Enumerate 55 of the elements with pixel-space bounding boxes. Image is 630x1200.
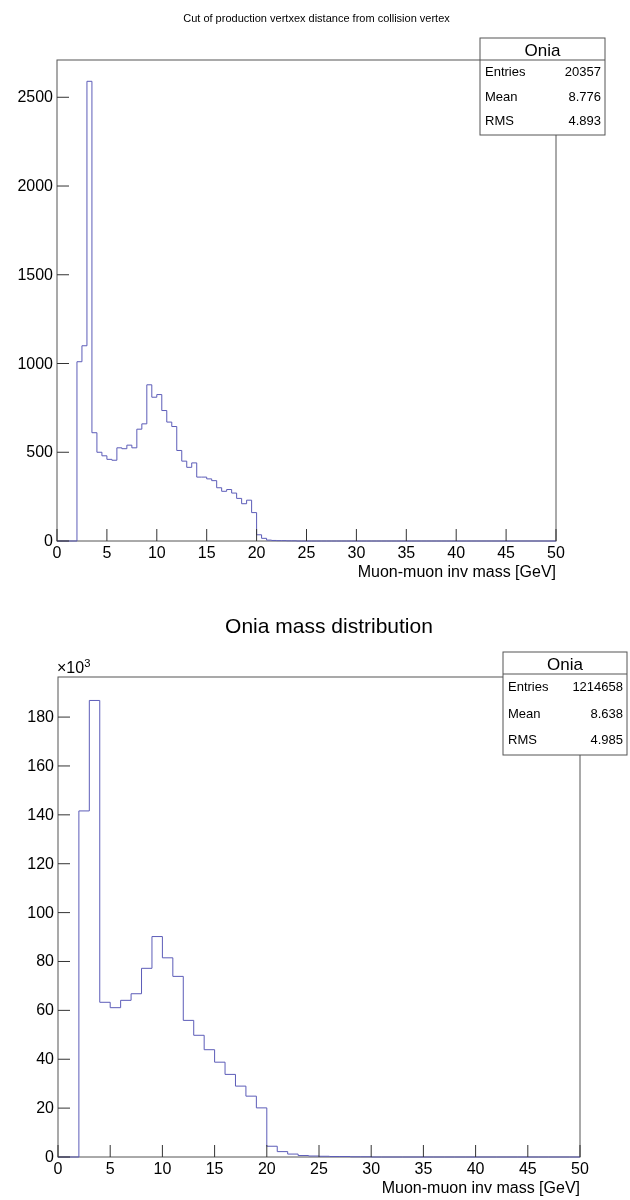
y-tick-label: 140 bbox=[27, 805, 55, 823]
annotation: Mean bbox=[508, 705, 541, 721]
y-tick-label: 2000 bbox=[17, 177, 54, 195]
x-tick-label: 5 bbox=[105, 1160, 115, 1177]
annotation: RMS bbox=[485, 112, 515, 128]
x-tick-label: 15 bbox=[205, 1160, 224, 1177]
chart-title: Cut of production vertxex distance from collision vertex bbox=[183, 12, 451, 24]
annotation: Onia bbox=[524, 41, 561, 60]
y-tick-label: 1500 bbox=[17, 265, 54, 283]
text: 4.893 bbox=[568, 112, 601, 128]
x-tick-label: 50 bbox=[571, 1160, 589, 1177]
text: Onia bbox=[547, 655, 584, 674]
annotation: Entries bbox=[508, 679, 549, 695]
x-tick-label: 35 bbox=[397, 544, 416, 561]
x-tick-label: 30 bbox=[362, 1160, 381, 1177]
y-tick-label: 80 bbox=[36, 952, 55, 970]
x-tick-label: 45 bbox=[497, 544, 516, 561]
x-tick-label: 10 bbox=[147, 544, 166, 561]
annotation: Mean bbox=[485, 88, 518, 104]
text: 8.776 bbox=[568, 88, 601, 104]
chart-title: Onia mass distribution bbox=[225, 614, 433, 637]
text: 20357 bbox=[564, 64, 601, 80]
x-tick-label: 50 bbox=[547, 544, 565, 561]
x-tick-label: 40 bbox=[466, 1160, 485, 1177]
x-tick-label: 15 bbox=[197, 544, 216, 561]
y-tick-label: 160 bbox=[27, 756, 55, 774]
x-tick-label: 10 bbox=[153, 1160, 172, 1177]
x-axis-title: Muon-muon inv mass [GeV] bbox=[381, 1179, 580, 1196]
y-tick-label: 0 bbox=[45, 1148, 55, 1165]
x-tick-label: 30 bbox=[347, 544, 366, 561]
x-tick-label: 40 bbox=[447, 544, 466, 561]
y-tick-label: 1000 bbox=[17, 354, 54, 372]
x-tick-label: 35 bbox=[414, 1160, 433, 1177]
text: 4.985 bbox=[590, 731, 623, 747]
x-tick-label: 45 bbox=[518, 1160, 537, 1177]
x-tick-label: 20 bbox=[257, 1160, 276, 1177]
x-tick-label: 20 bbox=[247, 544, 266, 561]
x-tick-label: 25 bbox=[297, 544, 316, 561]
y-tick-label: 120 bbox=[27, 854, 55, 872]
y-tick-label: 2500 bbox=[17, 88, 54, 106]
y-tick-label: 0 bbox=[44, 532, 54, 549]
y-tick-label: 20 bbox=[36, 1099, 55, 1117]
y-tick-label: 180 bbox=[27, 708, 55, 726]
annotation: RMS bbox=[508, 731, 538, 747]
x-axis-title: Muon-muon inv mass [GeV] bbox=[357, 563, 556, 580]
y-tick-label: 100 bbox=[27, 903, 55, 921]
y-tick-label: 40 bbox=[36, 1050, 55, 1068]
annotation: 1214658 bbox=[572, 679, 623, 695]
annotation: Entries bbox=[485, 64, 526, 80]
text: ×10$^{3}$ bbox=[57, 657, 91, 676]
y-tick-label: 500 bbox=[26, 443, 54, 461]
x-tick-label: 25 bbox=[310, 1160, 328, 1177]
text: 8.638 bbox=[590, 705, 623, 721]
x-tick-label: 5 bbox=[102, 544, 112, 561]
y-tick-label: 60 bbox=[36, 1001, 55, 1019]
